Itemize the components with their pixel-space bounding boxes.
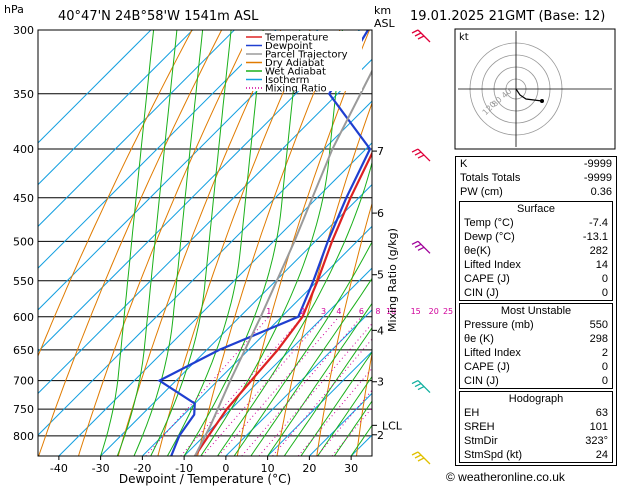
- mu-row: θe (K)298: [460, 332, 612, 346]
- wind-barb: [412, 452, 430, 464]
- x-tick-label: 20: [302, 462, 316, 475]
- index-row-tt: Totals Totals-9999: [456, 171, 616, 185]
- datetime-title: 19.01.2025 21GMT (Base: 12): [410, 9, 605, 24]
- wind-barbs: [412, 30, 430, 464]
- pressure-tick-label: 450: [13, 192, 34, 205]
- mixing-ratio-line: [219, 317, 339, 456]
- hodo-row: StmSpd (kt)24: [460, 448, 612, 462]
- mixing-ratio-label: 20: [429, 307, 439, 316]
- pressure-tick-label: 550: [13, 275, 34, 288]
- indices-table: K-9999 Totals Totals-9999 PW (cm)0.36 Su…: [455, 156, 617, 466]
- x-tick-label: -30: [92, 462, 110, 475]
- x-tick-label: -40: [50, 462, 68, 475]
- x-tick-label: 30: [344, 462, 358, 475]
- storm-motion-marker: [540, 99, 544, 103]
- mixing-ratio-label: 1: [266, 307, 271, 316]
- surface-title: Surface: [460, 202, 612, 216]
- mixing-ratio-label: 15: [411, 307, 421, 316]
- pressure-tick-label: 350: [13, 88, 34, 101]
- wind-barb: [412, 381, 430, 393]
- surface-row: CAPE (J)0: [460, 272, 612, 286]
- km-tick-label: 4: [377, 324, 384, 337]
- copyright-footer: © weatheronline.co.uk: [446, 470, 565, 484]
- wind-barb: [412, 149, 430, 161]
- pressure-tick-label: 400: [13, 143, 34, 156]
- surface-row: Dewp (°C)-13.1: [460, 230, 612, 244]
- surface-section: Surface Temp (°C)-7.4 Dewp (°C)-13.1 θe(…: [459, 201, 613, 301]
- surface-row: CIN (J)0: [460, 286, 612, 300]
- mixing-ratio-label: 4: [336, 307, 341, 316]
- hodograph-unit: kt: [459, 32, 469, 43]
- mixing-ratio-label: 2: [300, 307, 305, 316]
- mu-row: Pressure (mb)550: [460, 318, 612, 332]
- km-tick-label: 3: [377, 376, 384, 389]
- pressure-tick-label: 650: [13, 344, 34, 357]
- km-tick-label: 6: [377, 207, 384, 220]
- legend-entry: Mixing Ratio: [265, 84, 327, 95]
- most-unstable-title: Most Unstable: [460, 304, 612, 318]
- index-row-k: K-9999: [456, 157, 616, 171]
- mixing-ratio-line: [259, 317, 378, 456]
- mu-row: CIN (J)0: [460, 374, 612, 388]
- surface-row: θe(K)282: [460, 244, 612, 258]
- pressure-tick-label: 500: [13, 235, 34, 248]
- pressure-tick-label: 750: [13, 403, 34, 416]
- surface-row: Temp (°C)-7.4: [460, 216, 612, 230]
- mixing-ratio-line: [298, 317, 415, 456]
- lcl-label: LCL: [382, 419, 403, 432]
- asl-label: ASL: [374, 17, 396, 30]
- right-axis-label: Mixing Ratio (g/kg): [386, 228, 399, 332]
- mixing-ratio-line: [332, 317, 448, 456]
- x-axis-label: Dewpoint / Temperature (°C): [119, 472, 291, 486]
- hodograph-title: Hodograph: [460, 392, 612, 406]
- pressure-tick-label: 800: [13, 430, 34, 443]
- pressure-tick-label: 600: [13, 311, 34, 324]
- mu-row: CAPE (J)0: [460, 360, 612, 374]
- most-unstable-section: Most Unstable Pressure (mb)550 θe (K)298…: [459, 303, 613, 389]
- wind-barb: [412, 241, 430, 253]
- mixing-ratio-label: 3: [321, 307, 326, 316]
- mixing-ratio-label: 6: [359, 307, 364, 316]
- km-tick-label: 5: [377, 269, 384, 282]
- pressure-tick-label: 700: [13, 375, 34, 388]
- wind-barb: [412, 30, 430, 42]
- km-tick-label: 7: [377, 145, 384, 158]
- km-label: km: [374, 4, 391, 17]
- location-title: 40°47'N 24B°58'W 1541m ASL: [58, 9, 259, 24]
- pressure-tick-label: 300: [13, 24, 34, 37]
- index-row-pw: PW (cm)0.36: [456, 185, 616, 199]
- mixing-ratio-label: 8: [375, 307, 380, 316]
- hpa-label: hPa: [4, 3, 24, 16]
- mixing-ratio-label: 25: [443, 307, 453, 316]
